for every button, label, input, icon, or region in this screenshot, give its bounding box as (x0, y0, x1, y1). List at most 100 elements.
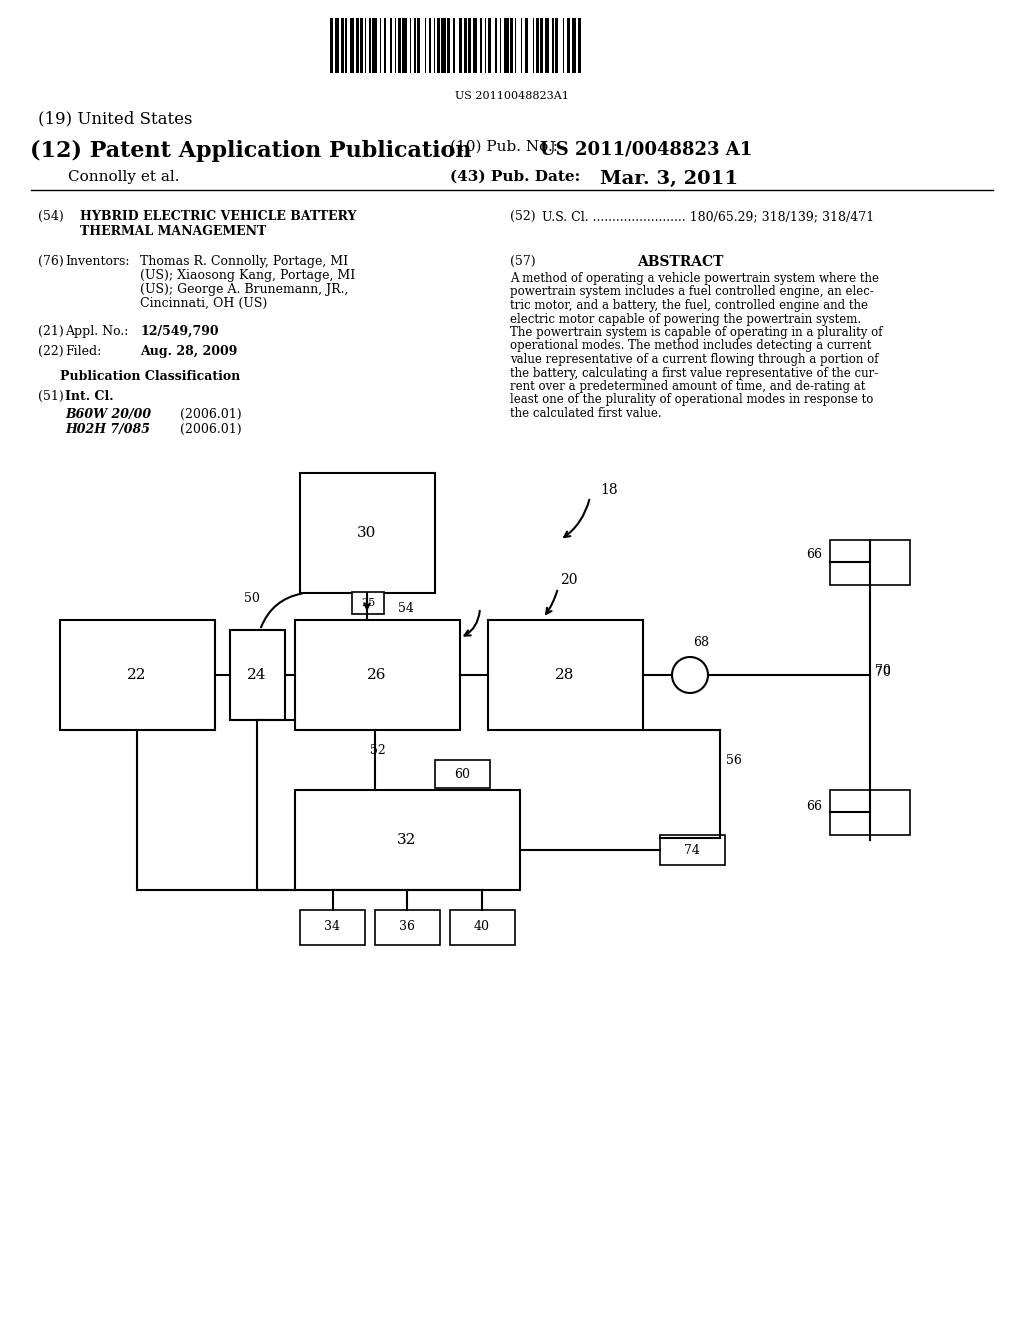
Text: 25: 25 (360, 598, 375, 609)
Text: (2006.01): (2006.01) (180, 408, 242, 421)
Bar (578, 18, 581, 73)
Text: 70: 70 (874, 667, 891, 680)
Text: Cincinnati, OH (US): Cincinnati, OH (US) (140, 297, 267, 310)
Text: 52: 52 (370, 743, 386, 756)
Text: Mar. 3, 2011: Mar. 3, 2011 (600, 170, 738, 187)
Text: (12) Patent Application Publication: (12) Patent Application Publication (30, 140, 471, 162)
Bar (571, 18, 575, 73)
Bar (552, 18, 554, 73)
Bar (341, 18, 343, 73)
Text: rent over a predetermined amount of time, and de-rating at: rent over a predetermined amount of time… (510, 380, 865, 393)
Bar (453, 18, 455, 73)
FancyBboxPatch shape (830, 789, 910, 836)
Text: 20: 20 (560, 573, 578, 587)
Bar (562, 18, 564, 73)
Text: the calculated first value.: the calculated first value. (510, 407, 662, 420)
Text: US 2011/0048823 A1: US 2011/0048823 A1 (540, 140, 753, 158)
Bar (459, 18, 462, 73)
FancyBboxPatch shape (60, 620, 215, 730)
Bar (345, 18, 346, 73)
Bar (417, 18, 420, 73)
Text: (10) Pub. No.:: (10) Pub. No.: (450, 140, 558, 154)
Text: Thomas R. Connolly, Portage, MI: Thomas R. Connolly, Portage, MI (140, 255, 348, 268)
Bar (425, 18, 426, 73)
Bar (532, 18, 534, 73)
Text: 18: 18 (600, 483, 617, 498)
Text: 56: 56 (726, 754, 741, 767)
Text: (US); Xiaosong Kang, Portage, MI: (US); Xiaosong Kang, Portage, MI (140, 269, 355, 282)
Bar (464, 18, 467, 73)
Text: Appl. No.:: Appl. No.: (65, 325, 128, 338)
FancyBboxPatch shape (295, 620, 460, 730)
Text: (19) United States: (19) United States (38, 110, 193, 127)
Text: Aug. 28, 2009: Aug. 28, 2009 (140, 345, 238, 358)
Bar (414, 18, 416, 73)
Text: 66: 66 (806, 800, 822, 813)
Text: A method of operating a vehicle powertrain system where the: A method of operating a vehicle powertra… (510, 272, 879, 285)
Text: operational modes. The method includes detecting a current: operational modes. The method includes d… (510, 339, 871, 352)
FancyBboxPatch shape (830, 540, 910, 585)
Text: (51): (51) (38, 389, 63, 403)
Bar (384, 18, 385, 73)
Bar (429, 18, 430, 73)
FancyBboxPatch shape (300, 473, 435, 593)
Text: (76): (76) (38, 255, 63, 268)
Text: (52): (52) (510, 210, 536, 223)
Bar (447, 18, 450, 73)
Text: (54): (54) (38, 210, 63, 223)
Text: 66: 66 (806, 549, 822, 561)
Bar (433, 18, 435, 73)
Bar (335, 18, 339, 73)
Bar (555, 18, 558, 73)
Text: tric motor, and a battery, the fuel, controlled engine and the: tric motor, and a battery, the fuel, con… (510, 300, 868, 312)
Circle shape (672, 657, 708, 693)
Text: Publication Classification: Publication Classification (59, 370, 240, 383)
Bar (380, 18, 381, 73)
Bar (365, 18, 366, 73)
Bar (540, 18, 543, 73)
FancyBboxPatch shape (488, 620, 643, 730)
Bar (402, 18, 407, 73)
Text: (US); George A. Brunemann, JR.,: (US); George A. Brunemann, JR., (140, 282, 348, 296)
Text: 30: 30 (357, 525, 377, 540)
Bar (484, 18, 486, 73)
Bar (514, 18, 516, 73)
Text: HYBRID ELECTRIC VEHICLE BATTERY: HYBRID ELECTRIC VEHICLE BATTERY (80, 210, 356, 223)
Text: 40: 40 (474, 920, 490, 933)
Text: 74: 74 (684, 843, 700, 857)
Text: 70: 70 (874, 664, 891, 676)
FancyBboxPatch shape (300, 909, 365, 945)
Bar (436, 18, 439, 73)
Text: 50: 50 (244, 591, 260, 605)
Text: 60: 60 (454, 767, 470, 780)
Bar (330, 18, 333, 73)
Bar (567, 18, 570, 73)
Text: 12/549,790: 12/549,790 (140, 325, 219, 338)
Bar (504, 18, 509, 73)
Bar (510, 18, 513, 73)
Text: The powertrain system is capable of operating in a plurality of: The powertrain system is capable of oper… (510, 326, 883, 339)
Text: (57): (57) (510, 255, 536, 268)
FancyBboxPatch shape (375, 909, 440, 945)
Bar (369, 18, 371, 73)
FancyBboxPatch shape (435, 760, 490, 788)
Bar (520, 18, 522, 73)
Text: 22: 22 (127, 668, 146, 682)
Bar (487, 18, 490, 73)
Text: THERMAL MANAGEMENT: THERMAL MANAGEMENT (80, 224, 266, 238)
Text: 32: 32 (397, 833, 417, 847)
Bar (545, 18, 549, 73)
Bar (410, 18, 411, 73)
Text: 34: 34 (324, 920, 340, 933)
Text: ABSTRACT: ABSTRACT (637, 255, 723, 269)
Bar (525, 18, 528, 73)
Text: U.S. Cl. ........................ 180/65.29; 318/139; 318/471: U.S. Cl. ........................ 180/65… (542, 210, 874, 223)
Text: value representative of a current flowing through a portion of: value representative of a current flowin… (510, 352, 879, 366)
Bar (397, 18, 400, 73)
Text: Filed:: Filed: (65, 345, 101, 358)
Text: powertrain system includes a fuel controlled engine, an elec-: powertrain system includes a fuel contro… (510, 285, 873, 298)
FancyBboxPatch shape (450, 909, 515, 945)
FancyBboxPatch shape (230, 630, 285, 719)
Text: 68: 68 (693, 636, 709, 649)
Bar (500, 18, 501, 73)
